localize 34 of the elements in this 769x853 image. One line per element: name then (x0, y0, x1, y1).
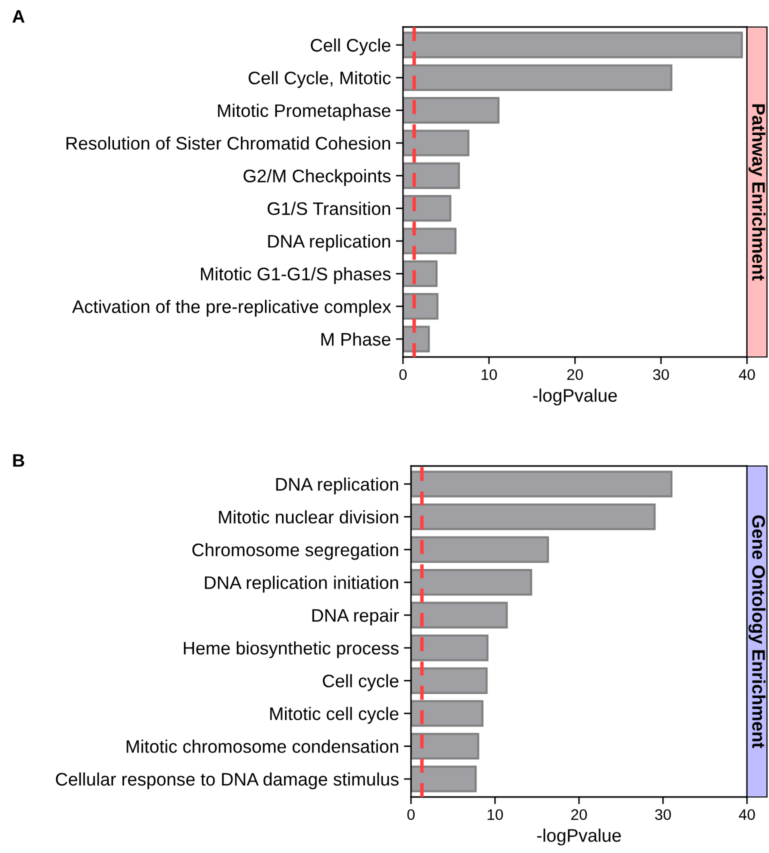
x-tick-label: 40 (738, 369, 755, 380)
y-tick-label: Resolution of Sister Chromatid Cohesion (66, 136, 390, 150)
x-tick-label: 10 (488, 809, 503, 820)
y-tick-label: G1/S Transition (268, 202, 390, 216)
y-tick-label: Mitotic Prometaphase (218, 104, 390, 121)
y-tick-label: M Phase (321, 332, 390, 346)
y-tick-label: Mitotic nuclear division (219, 510, 398, 524)
x-tick-label: 10 (482, 369, 497, 380)
x-axis-title: -logPvalue (533, 388, 617, 406)
x-tick-label: 0 (407, 809, 415, 820)
y-tick-label: Cell Cycle (310, 38, 390, 56)
y-tick-label: DNA replication (268, 234, 390, 252)
y-tick-label: Cellular response to DNA damage stimulus (56, 772, 399, 790)
x-tick-label: 30 (655, 809, 671, 820)
x-axis-title: -logPvalue (537, 828, 621, 846)
x-tick-label: 30 (653, 369, 669, 380)
y-tick-label: Mitotic cell cycle (270, 706, 398, 724)
y-tick-label: G2/M Checkpoints (244, 169, 391, 186)
y-tick-label: Activation of the pre-replicative complex (72, 300, 392, 317)
text: A (12, 10, 25, 23)
y-tick-label: Cell Cycle, Mitotic (248, 71, 391, 88)
y-tick-label: Chromosome segregation (192, 543, 398, 560)
y-tick-label: DNA replication (276, 477, 398, 494)
y-tick-label: Cell cycle (322, 674, 398, 691)
x-tick-label: 0 (399, 369, 407, 380)
x-tick-label: 20 (571, 809, 587, 820)
y-tick-label: DNA repair (312, 608, 399, 626)
y-tick-label: Mitotic chromosome condensation (126, 740, 398, 753)
y-tick-label: Heme biosynthetic process (184, 641, 399, 658)
y-tick-label: DNA replication initiation (204, 576, 398, 593)
x-tick-label: 40 (738, 809, 755, 820)
y-tick-label: Mitotic G1-G1/S phases (201, 267, 391, 284)
x-tick-label: 20 (567, 369, 583, 380)
text: B (13, 454, 24, 467)
